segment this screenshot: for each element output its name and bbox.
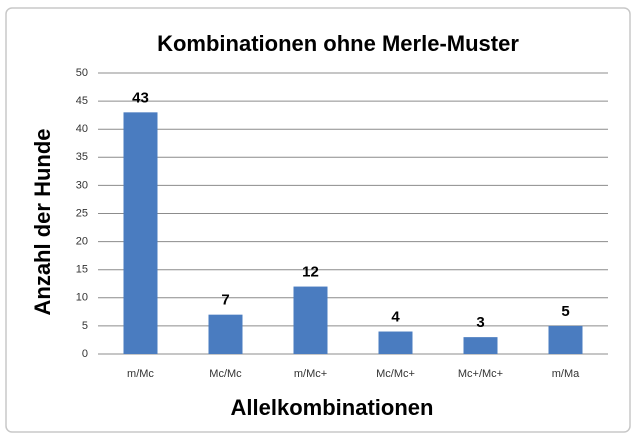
data-label: 3 [476, 314, 484, 331]
data-label: 5 [561, 303, 569, 320]
x-tick-label: m/Mc+ [294, 368, 327, 380]
y-tick-label: 10 [76, 292, 88, 304]
bar [208, 314, 243, 354]
y-tick-label: 40 [76, 123, 88, 135]
y-tick-label: 35 [76, 151, 88, 163]
bar [123, 112, 158, 354]
data-label: 43 [132, 89, 149, 106]
bar [463, 337, 498, 354]
y-tick-label: 20 [76, 236, 88, 248]
bar [378, 331, 413, 354]
y-tick-label: 15 [76, 264, 88, 276]
x-tick-label: m/Ma [552, 368, 580, 380]
data-label: 12 [302, 264, 319, 281]
y-tick-label: 0 [82, 348, 88, 360]
y-axis-title: Anzahl der Hunde [30, 128, 55, 315]
x-axis-title: Allelkombinationen [231, 395, 434, 420]
bar [548, 325, 583, 354]
data-label: 4 [391, 308, 400, 325]
x-tick-label: Mc/Mc+ [376, 368, 415, 380]
x-tick-label: m/Mc [127, 368, 154, 380]
chart-title: Kombinationen ohne Merle-Muster [157, 31, 519, 56]
y-tick-label: 25 [76, 207, 88, 219]
x-tick-label: Mc+/Mc+ [458, 368, 503, 380]
y-tick-label: 45 [76, 95, 88, 107]
y-tick-label: 5 [82, 320, 88, 332]
y-tick-label: 30 [76, 179, 88, 191]
data-label: 7 [221, 292, 229, 309]
bar [293, 286, 328, 354]
x-tick-label: Mc/Mc [209, 368, 242, 380]
y-tick-label: 50 [76, 67, 88, 79]
